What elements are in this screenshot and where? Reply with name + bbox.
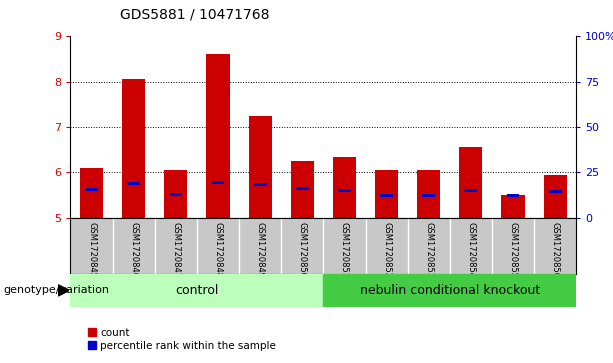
Bar <box>506 193 519 197</box>
Polygon shape <box>58 285 69 296</box>
Text: GSM1720851: GSM1720851 <box>340 222 349 278</box>
Bar <box>459 147 482 218</box>
Text: GSM1720853: GSM1720853 <box>424 222 433 278</box>
Bar <box>417 170 440 218</box>
Text: control: control <box>175 284 219 297</box>
Bar <box>296 187 309 190</box>
Bar <box>80 168 103 218</box>
Bar <box>465 189 478 192</box>
Bar <box>128 182 140 185</box>
Text: GSM1720854: GSM1720854 <box>466 222 475 278</box>
Text: GSM1720845: GSM1720845 <box>87 222 96 278</box>
Bar <box>169 193 182 196</box>
Text: GSM1720856: GSM1720856 <box>550 222 560 278</box>
Bar <box>375 170 398 218</box>
Bar <box>211 181 224 184</box>
Bar <box>248 116 272 218</box>
Bar <box>333 156 356 218</box>
Bar <box>501 195 525 218</box>
Bar <box>164 170 188 218</box>
Legend: count, percentile rank within the sample: count, percentile rank within the sample <box>88 328 276 351</box>
Bar <box>338 189 351 192</box>
Text: nebulin conditional knockout: nebulin conditional knockout <box>360 284 540 297</box>
Text: GSM1720852: GSM1720852 <box>382 222 391 278</box>
Bar <box>207 54 230 218</box>
Text: genotype/variation: genotype/variation <box>3 285 109 295</box>
Text: GSM1720848: GSM1720848 <box>213 222 223 278</box>
Bar <box>291 161 314 218</box>
Bar <box>70 274 324 307</box>
Text: GSM1720846: GSM1720846 <box>129 222 138 278</box>
Bar <box>122 79 145 218</box>
Text: GSM1720849: GSM1720849 <box>256 222 265 278</box>
Bar <box>544 175 567 218</box>
Bar <box>549 190 562 193</box>
Bar <box>324 274 576 307</box>
Bar <box>85 188 98 191</box>
Text: GDS5881 / 10471768: GDS5881 / 10471768 <box>120 8 269 22</box>
Bar <box>380 193 393 197</box>
Bar <box>254 183 267 186</box>
Bar <box>422 193 435 197</box>
Text: GSM1720850: GSM1720850 <box>298 222 306 278</box>
Text: GSM1720847: GSM1720847 <box>172 222 180 278</box>
Text: GSM1720855: GSM1720855 <box>509 222 517 278</box>
